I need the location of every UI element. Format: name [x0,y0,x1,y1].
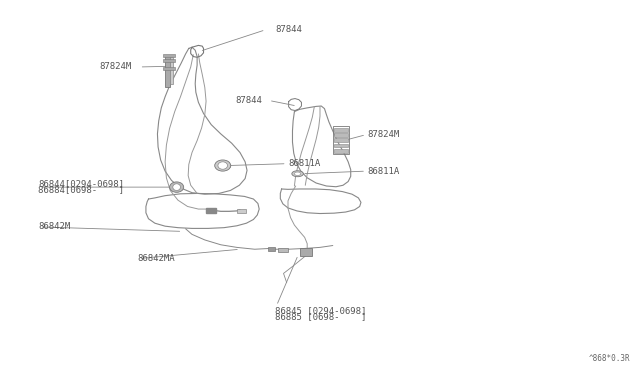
Bar [237,209,246,213]
Bar [334,144,348,147]
Bar [300,248,312,256]
Text: 87824M: 87824M [99,62,131,71]
Text: 86811A: 86811A [367,167,399,176]
Bar [165,55,170,87]
Text: 87844: 87844 [275,25,302,34]
Bar [334,149,348,153]
Ellipse shape [292,171,303,177]
Text: 86842M: 86842M [38,222,70,231]
Text: 86884[0698-    ]: 86884[0698- ] [38,185,124,194]
Text: ^868*0.3R: ^868*0.3R [589,354,630,363]
Ellipse shape [170,182,184,192]
Ellipse shape [173,184,180,190]
Bar [163,54,175,57]
Bar [334,128,348,132]
Bar [278,248,288,252]
Bar [334,133,348,137]
Bar [268,247,275,251]
Bar [163,67,175,70]
Text: 87844: 87844 [236,96,262,105]
Text: 87824M: 87824M [367,130,399,139]
Bar [170,57,173,84]
Ellipse shape [294,172,301,176]
Bar [163,59,175,62]
Text: 86842MA: 86842MA [138,254,175,263]
Bar [206,208,216,213]
Ellipse shape [214,160,231,171]
Text: 86845 [0294-0698]: 86845 [0294-0698] [275,306,367,315]
Text: 86885 [0698-    ]: 86885 [0698- ] [275,312,367,321]
Bar [333,126,349,154]
Ellipse shape [218,162,228,169]
Bar [334,138,348,142]
Text: 86844[0294-0698]: 86844[0294-0698] [38,179,124,188]
Text: 86811A: 86811A [288,159,320,168]
